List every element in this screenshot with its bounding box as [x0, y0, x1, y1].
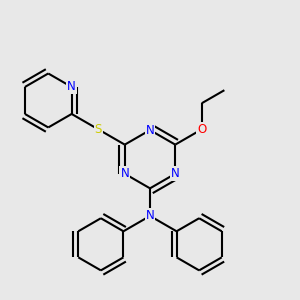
Text: S: S — [94, 123, 102, 136]
Text: N: N — [171, 167, 180, 180]
Text: N: N — [120, 167, 129, 180]
Text: N: N — [146, 124, 154, 136]
Text: O: O — [197, 123, 206, 136]
Text: N: N — [67, 80, 76, 94]
Text: N: N — [146, 209, 154, 222]
